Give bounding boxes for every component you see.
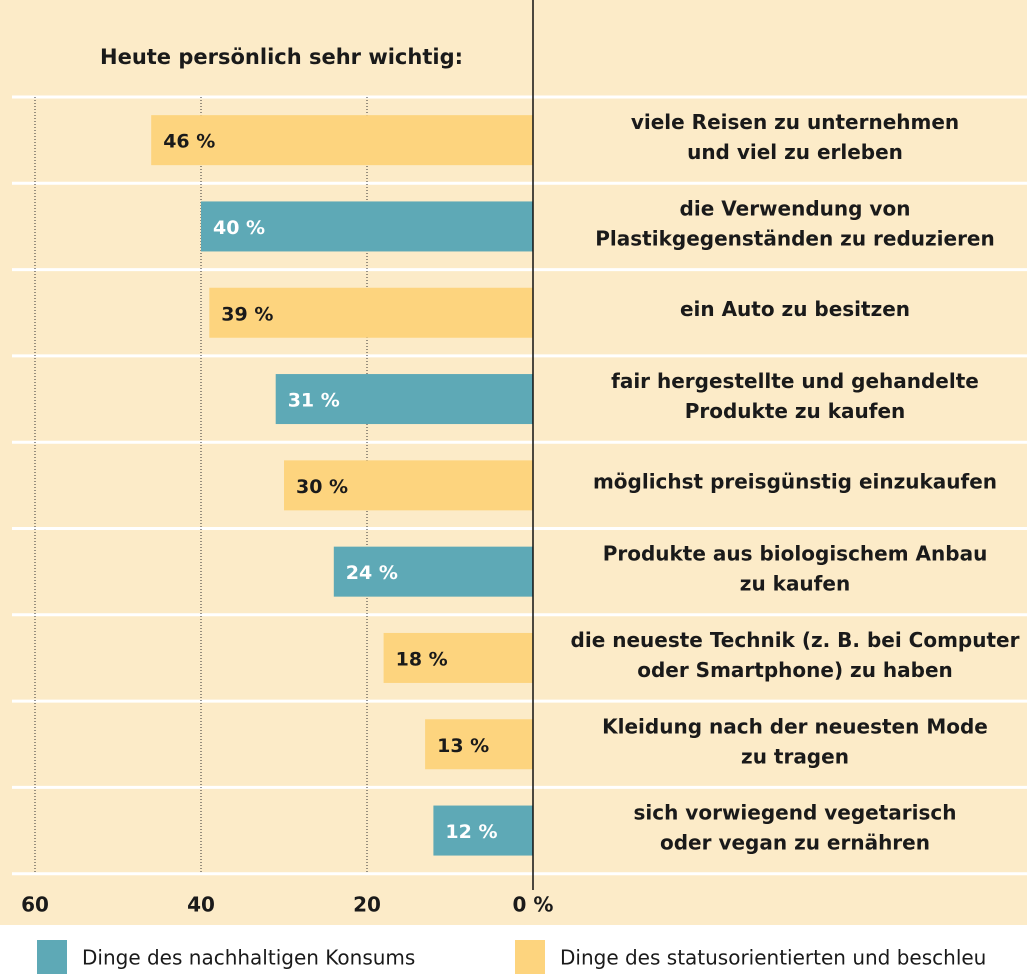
category-label: ein Auto zu besitzen [680, 296, 910, 320]
value-label: 30 % [296, 476, 348, 498]
value-label: 39 % [221, 303, 273, 325]
category-label: fair hergestellte und gehandelte Produkte… [611, 369, 979, 423]
category-label: möglichst preisgünstig einzukaufen [593, 469, 997, 493]
legend-swatch [37, 940, 67, 974]
chart-subtitle: Heute persönlich sehr wichtig: [100, 45, 463, 69]
value-label: 31 % [288, 390, 340, 412]
legend-label: Dinge des statusorientierten und beschle… [560, 946, 986, 970]
category-label: sich vorwiegend vegetarisch oder vegan zu… [633, 800, 956, 854]
category-label: die Verwendung von Plastikgegenständen zu… [595, 196, 994, 250]
bar [383, 632, 533, 683]
value-label: 12 % [445, 821, 497, 843]
bar [151, 115, 533, 166]
x-tick-label: 20 [353, 893, 381, 917]
legend-label: Dinge des nachhaltigen Konsums [82, 946, 415, 970]
value-label: 24 % [346, 562, 398, 584]
category-label: Produkte aus biologischem Anbau zu kaufen [603, 541, 988, 595]
bar [209, 287, 534, 338]
bar [333, 546, 533, 597]
x-tick-label: 0 % [513, 893, 554, 917]
bar [201, 201, 533, 252]
category-label: die neueste Technik (z. B. bei Computer o… [571, 627, 1020, 681]
bar [275, 374, 533, 425]
x-tick-label: 60 [21, 893, 49, 917]
category-label: Kleidung nach der neuesten Mode zu tragen [602, 714, 988, 768]
value-label: 18 % [396, 648, 448, 670]
bar [425, 719, 533, 770]
bar [284, 460, 533, 511]
x-tick-label: 40 [187, 893, 215, 917]
bar [433, 805, 533, 856]
category-label: viele Reisen zu unternehmen und viel zu e… [631, 110, 959, 164]
value-label: 13 % [437, 735, 489, 757]
value-label: 40 % [213, 217, 265, 239]
value-label: 46 % [163, 131, 215, 153]
legend-swatch [515, 940, 545, 974]
